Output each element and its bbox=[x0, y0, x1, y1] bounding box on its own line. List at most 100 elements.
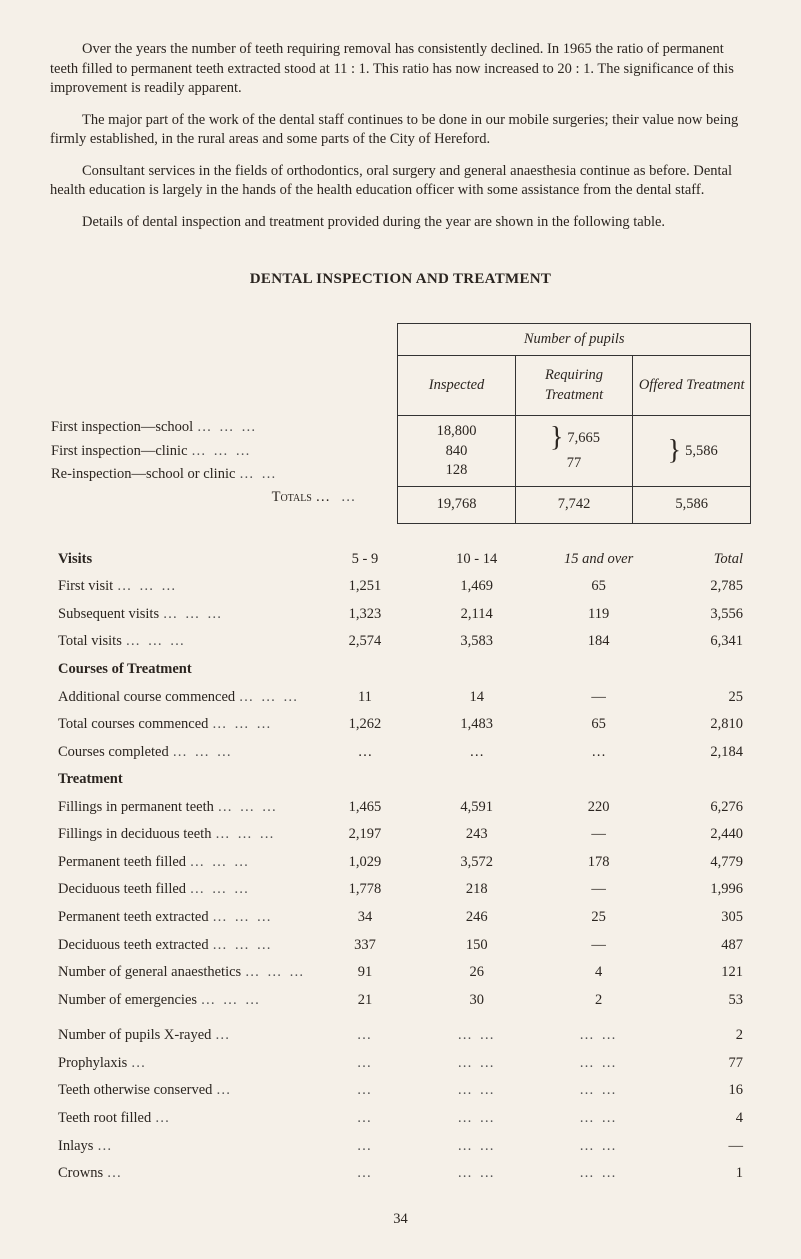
cell: 25 bbox=[660, 684, 751, 712]
cell: 337 bbox=[314, 932, 416, 960]
cell: 2,440 bbox=[660, 821, 751, 849]
cell: 1,465 bbox=[314, 794, 416, 822]
table-row: Total visits … … … 2,574 3,583 184 6,341 bbox=[50, 628, 751, 656]
cell: 3,556 bbox=[660, 601, 751, 629]
cell: 220 bbox=[538, 794, 660, 822]
row-label: Number of emergencies … … … bbox=[50, 987, 314, 1015]
cell: 121 bbox=[660, 959, 751, 987]
row-label: First visit … … … bbox=[50, 573, 314, 601]
cell: 1,483 bbox=[416, 711, 538, 739]
row-label: Courses completed … … … bbox=[50, 739, 314, 767]
cell: 14 bbox=[416, 684, 538, 712]
courses-heading: Courses of Treatment bbox=[50, 656, 314, 684]
table-row: Number of emergencies … … … 21 30 2 53 bbox=[50, 987, 751, 1015]
table-row: Permanent teeth filled … … … 1,029 3,572… bbox=[50, 849, 751, 877]
cell: … bbox=[416, 739, 538, 767]
cell: 2,197 bbox=[314, 821, 416, 849]
first-school-label: First inspection—school … … … bbox=[50, 416, 398, 440]
cell: 178 bbox=[538, 849, 660, 877]
row-label: Teeth otherwise conserved … bbox=[50, 1077, 314, 1105]
first-clinic-label: First inspection—clinic … … … bbox=[50, 440, 398, 464]
cell: 3,572 bbox=[416, 849, 538, 877]
table-row: Subsequent visits … … … 1,323 2,114 119 … bbox=[50, 601, 751, 629]
row-label: Fillings in permanent teeth … … … bbox=[50, 794, 314, 822]
cell: 119 bbox=[538, 601, 660, 629]
cell: 3,583 bbox=[416, 628, 538, 656]
cell: 4,591 bbox=[416, 794, 538, 822]
visits-heading: Visits bbox=[50, 546, 314, 574]
cell: 34 bbox=[314, 904, 416, 932]
header-inspected: Inspected bbox=[398, 356, 515, 416]
cell: — bbox=[538, 821, 660, 849]
cell: 1,323 bbox=[314, 601, 416, 629]
cell: 4 bbox=[660, 1105, 751, 1133]
paragraph-3: Consultant services in the fields of ort… bbox=[50, 162, 751, 201]
cell: 218 bbox=[416, 876, 538, 904]
row-label: Fillings in deciduous teeth … … … bbox=[50, 821, 314, 849]
row-label: Deciduous teeth filled … … … bbox=[50, 876, 314, 904]
table-row: First visit … … … 1,251 1,469 65 2,785 bbox=[50, 573, 751, 601]
cell: 1,996 bbox=[660, 876, 751, 904]
cell: 11 bbox=[314, 684, 416, 712]
cell: … bbox=[314, 739, 416, 767]
row-label: Teeth root filled … bbox=[50, 1105, 314, 1133]
row-label: Permanent teeth extracted … … … bbox=[50, 904, 314, 932]
cell: 1,262 bbox=[314, 711, 416, 739]
cell: 4 bbox=[538, 959, 660, 987]
row-label: Permanent teeth filled … … … bbox=[50, 849, 314, 877]
cell: 2 bbox=[660, 1022, 751, 1050]
row-label: Deciduous teeth extracted … … … bbox=[50, 932, 314, 960]
cell: 25 bbox=[538, 904, 660, 932]
cell: 16 bbox=[660, 1077, 751, 1105]
table-row: Teeth otherwise conserved … … … … … … 16 bbox=[50, 1077, 751, 1105]
cell: 2,785 bbox=[660, 573, 751, 601]
cell: 1 bbox=[660, 1160, 751, 1188]
cell: 4,779 bbox=[660, 849, 751, 877]
row-label: Inlays … bbox=[50, 1133, 314, 1161]
cell: — bbox=[538, 932, 660, 960]
section-title: DENTAL INSPECTION AND TREATMENT bbox=[50, 269, 751, 289]
table-row: Number of pupils X-rayed … … … … … … 2 bbox=[50, 1022, 751, 1050]
reinspection-label: Re-inspection—school or clinic … … bbox=[50, 463, 398, 487]
cell: — bbox=[660, 1133, 751, 1161]
table-row: Inlays … … … … … … — bbox=[50, 1133, 751, 1161]
paragraph-2: The major part of the work of the dental… bbox=[50, 111, 751, 150]
row-label: Number of general anaesthetics … … … bbox=[50, 959, 314, 987]
cell: 2,184 bbox=[660, 739, 751, 767]
totals-label: Totals … … bbox=[50, 487, 398, 524]
cell: 1,251 bbox=[314, 573, 416, 601]
cell: 246 bbox=[416, 904, 538, 932]
table-row: Deciduous teeth filled … … … 1,778 218 —… bbox=[50, 876, 751, 904]
cell: 487 bbox=[660, 932, 751, 960]
row-label: Prophylaxis … bbox=[50, 1050, 314, 1078]
row-label: Total courses commenced … … … bbox=[50, 711, 314, 739]
cell: 2,114 bbox=[416, 601, 538, 629]
table-row: Deciduous teeth extracted … … … 337 150 … bbox=[50, 932, 751, 960]
table-row: Permanent teeth extracted … … … 34 246 2… bbox=[50, 904, 751, 932]
col-5-9: 5 - 9 bbox=[314, 546, 416, 574]
header-top: Number of pupils bbox=[398, 323, 751, 356]
cell: 243 bbox=[416, 821, 538, 849]
cell: 184 bbox=[538, 628, 660, 656]
table-row: Prophylaxis … … … … … … 77 bbox=[50, 1050, 751, 1078]
cell: 21 bbox=[314, 987, 416, 1015]
cell: 30 bbox=[416, 987, 538, 1015]
treatment-heading: Treatment bbox=[50, 766, 314, 794]
table-row: Courses completed … … … … … … 2,184 bbox=[50, 739, 751, 767]
cell: 2,574 bbox=[314, 628, 416, 656]
paragraph-1: Over the years the number of teeth requi… bbox=[50, 40, 751, 99]
inspected-cell: 18,800 840 128 bbox=[398, 416, 515, 487]
row-label: Additional course commenced … … … bbox=[50, 684, 314, 712]
inspection-header-table: Number of pupils Inspected Requiring Tre… bbox=[50, 323, 751, 524]
cell: 1,029 bbox=[314, 849, 416, 877]
cell: 65 bbox=[538, 573, 660, 601]
cell: — bbox=[538, 684, 660, 712]
cell: 2 bbox=[538, 987, 660, 1015]
totals-inspected: 19,768 bbox=[398, 487, 515, 524]
cell: … bbox=[538, 739, 660, 767]
requiring-cell: }7,665 77 bbox=[515, 416, 633, 487]
table-row: Additional course commenced … … … 11 14 … bbox=[50, 684, 751, 712]
cell: — bbox=[538, 876, 660, 904]
row-label: Crowns … bbox=[50, 1160, 314, 1188]
visits-table: Visits 5 - 9 10 - 14 15 and over Total F… bbox=[50, 546, 751, 1188]
